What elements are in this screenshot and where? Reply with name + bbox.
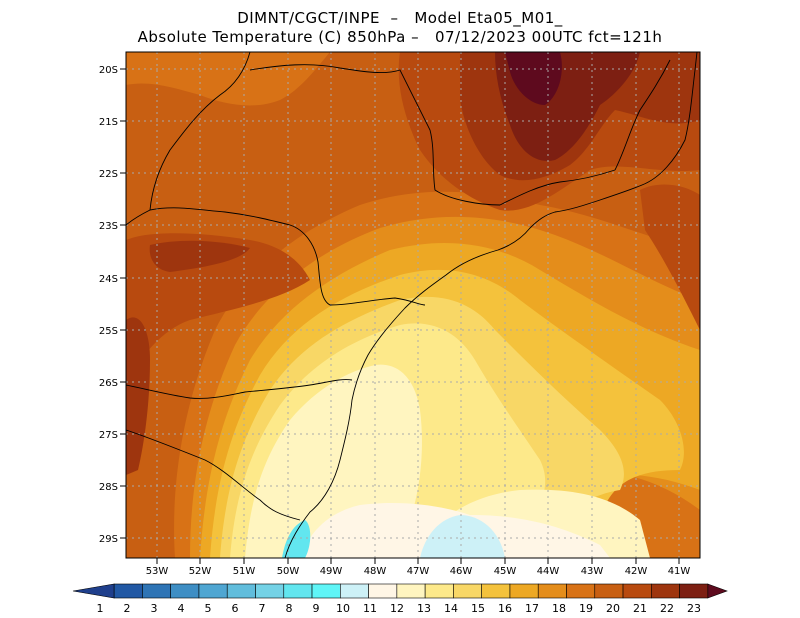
field-band-10-south (420, 515, 505, 558)
coastline (284, 52, 698, 558)
colorbar-swatch (594, 583, 624, 599)
colorbar-label: 13 (417, 602, 431, 615)
lat-label: 20S (99, 65, 118, 76)
borders (126, 52, 698, 558)
lat-label: 21S (99, 117, 118, 128)
colorbar-swatch (453, 583, 482, 599)
colorbar-swatch (622, 583, 652, 599)
colorbar-swatch (509, 583, 539, 599)
field-cool-patch (282, 520, 311, 558)
lon-label: 42W (625, 566, 648, 577)
lon-label: 48W (364, 566, 387, 577)
colorbar-label: 1 (97, 602, 104, 615)
colorbar-label: 3 (151, 602, 158, 615)
colorbar-swatch (481, 583, 511, 599)
state-border-ms-pr (126, 209, 151, 226)
state-border-ms-sp (149, 52, 251, 211)
graticule (126, 52, 700, 558)
colorbar-swatch (255, 583, 285, 599)
title-line-1: DIMNT/CGCT/INPE – Model Eta05_M01_ (237, 9, 563, 27)
colorbar-label: 6 (232, 602, 239, 615)
lon-label: 47W (407, 566, 430, 577)
lat-label: 24S (99, 274, 118, 285)
colorbar-label: 16 (498, 602, 512, 615)
state-border-sp-pr (149, 207, 426, 306)
colorbar-label: 14 (444, 602, 458, 615)
colorbar-swatch (679, 583, 709, 599)
lat-axis: 20S 21S 22S 23S 24S 25S 26S 27S 28S 29S (99, 65, 126, 545)
colorbar-label: 12 (390, 602, 404, 615)
colorbar-label: 20 (606, 602, 620, 615)
field-band-20-east (640, 184, 700, 330)
colorbar-label: 23 (687, 602, 701, 615)
state-border-mg-rj (499, 169, 616, 206)
lon-label: 46W (450, 566, 473, 577)
state-border-sc-rs (126, 429, 301, 521)
lon-label: 53W (146, 566, 169, 577)
state-border-mg-es (614, 59, 671, 171)
map-frame (125, 51, 701, 559)
state-border-mg-sp (249, 64, 501, 206)
field-band-21-west (126, 317, 150, 475)
colorbar-label: 17 (525, 602, 539, 615)
colorbar-swatch (198, 583, 228, 599)
lat-label: 23S (99, 221, 118, 232)
lat-label: 25S (99, 326, 118, 337)
colorbar-label: 2 (124, 602, 131, 615)
title-line-2: Absolute Temperature (C) 850hPa – 07/12/… (137, 28, 663, 46)
colorbar-swatch (170, 583, 200, 599)
colorbar-swatch (396, 583, 426, 599)
field-band-19-upper (126, 52, 330, 106)
lon-label: 44W (537, 566, 560, 577)
colorbar-swatch (651, 583, 680, 599)
lon-axis: 53W 52W 51W 50W 49W 48W 47W 46W 45W 44W … (146, 558, 691, 577)
state-border-pr-sc (126, 379, 353, 399)
lon-label: 43W (581, 566, 604, 577)
lon-label: 52W (189, 566, 212, 577)
colorbar (72, 583, 728, 599)
colorbar-label: 9 (313, 602, 320, 615)
colorbar-label: 22 (660, 602, 674, 615)
colorbar-swatch (283, 583, 313, 599)
lon-label: 50W (277, 566, 300, 577)
colorbar-labels: 1 2 3 4 5 6 7 8 9 10 11 12 13 14 15 16 1… (97, 602, 702, 615)
colorbar-label: 11 (363, 602, 377, 615)
colorbar-label: 7 (259, 602, 266, 615)
lat-label: 26S (99, 378, 118, 389)
colorbar-swatch (113, 583, 143, 599)
colorbar-label: 21 (633, 602, 647, 615)
colorbar-label: 10 (336, 602, 350, 615)
colorbar-swatch (142, 583, 171, 599)
colorbar-label: 4 (178, 602, 185, 615)
colorbar-label: 19 (579, 602, 593, 615)
lon-label: 45W (494, 566, 517, 577)
colorbar-swatch (72, 583, 115, 599)
lat-label: 22S (99, 169, 118, 180)
colorbar-swatch (226, 583, 256, 599)
colorbar-label: 15 (471, 602, 485, 615)
lon-label: 49W (320, 566, 343, 577)
colorbar-label: 5 (205, 602, 212, 615)
temperature-field (126, 52, 700, 558)
colorbar-label: 18 (552, 602, 566, 615)
colorbar-swatch (566, 583, 596, 599)
colorbar-swatch (311, 583, 341, 599)
colorbar-swatch (537, 583, 567, 599)
colorbar-swatch (424, 583, 454, 599)
colorbar-swatch (368, 583, 398, 599)
lat-label: 27S (99, 430, 118, 441)
colorbar-label: 8 (286, 602, 293, 615)
lat-label: 29S (99, 534, 118, 545)
colorbar-swatch (340, 583, 369, 599)
colorbar-swatch (707, 583, 728, 599)
lon-label: 51W (233, 566, 256, 577)
lon-label: 41W (668, 566, 691, 577)
lat-label: 28S (99, 482, 118, 493)
